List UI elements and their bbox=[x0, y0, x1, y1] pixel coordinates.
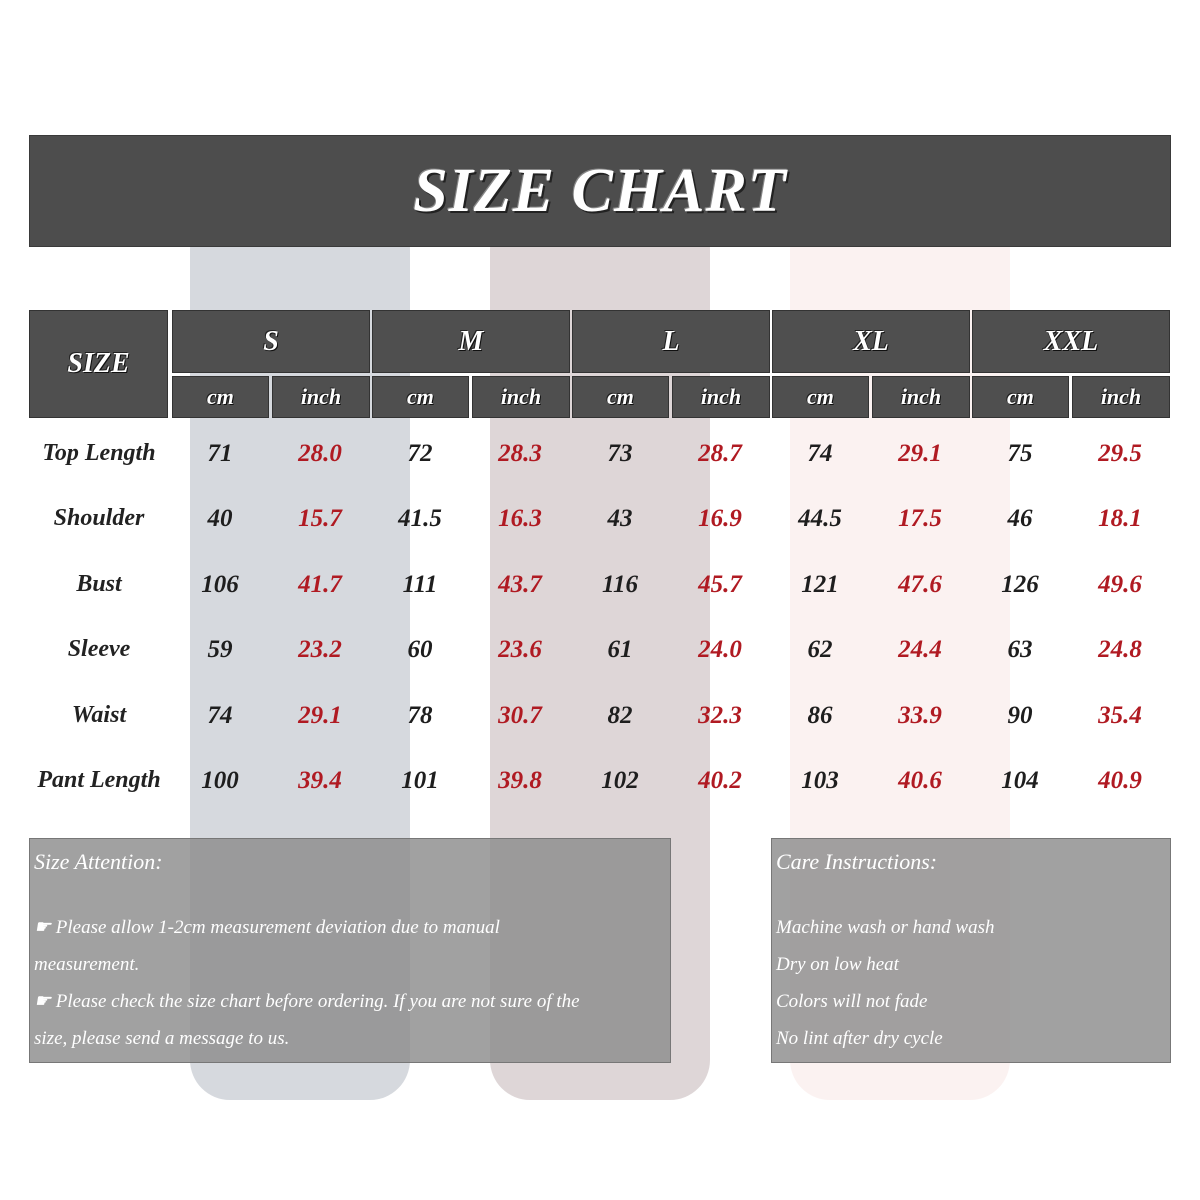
cm-value: 59 bbox=[207, 636, 233, 663]
cm-value: 90 bbox=[1007, 702, 1033, 729]
cm-value: 63 bbox=[1007, 636, 1033, 663]
cm-value: 126 bbox=[1001, 571, 1039, 598]
inch-value: 41.7 bbox=[298, 571, 342, 598]
size-attention-title: Size Attention: bbox=[34, 849, 163, 874]
cm-value: 102 bbox=[601, 767, 639, 794]
cm-value: 82 bbox=[607, 702, 633, 729]
care-instructions-box: Care Instructions: Machine wash or hand … bbox=[771, 838, 1171, 1063]
inch-value: 18.1 bbox=[1098, 505, 1142, 532]
inch-value: 28.3 bbox=[498, 440, 542, 467]
inch-value: 35.4 bbox=[1098, 702, 1142, 729]
cm-value: 40 bbox=[207, 505, 233, 532]
inch-value: 28.7 bbox=[698, 440, 742, 467]
row-label: Sleeve bbox=[67, 636, 131, 662]
cm-value: 41.5 bbox=[398, 505, 442, 532]
inch-value: 49.6 bbox=[1098, 571, 1142, 598]
cm-value: 60 bbox=[407, 636, 433, 663]
cm-value: 104 bbox=[1001, 767, 1039, 794]
inch-value: 28.0 bbox=[298, 440, 342, 467]
cm-value: 75 bbox=[1007, 440, 1033, 467]
inch-value: 29.1 bbox=[898, 440, 942, 467]
size-attention-line: ☛ Please allow 1-2cm measurement deviati… bbox=[34, 917, 500, 938]
unit-header-cm: cm bbox=[372, 376, 469, 418]
inch-value: 47.6 bbox=[898, 571, 942, 598]
size-column-header: S bbox=[172, 310, 370, 373]
unit-header-cm: cm bbox=[572, 376, 669, 418]
size-column-header: XL bbox=[772, 310, 970, 373]
inch-value: 16.3 bbox=[498, 505, 542, 532]
size-header-label: SIZE bbox=[67, 348, 130, 379]
inch-value: 24.4 bbox=[898, 636, 942, 663]
inch-value: 29.1 bbox=[298, 702, 342, 729]
unit-header-inch: inch bbox=[672, 376, 770, 418]
cm-value: 100 bbox=[201, 767, 239, 794]
cm-value: 116 bbox=[601, 571, 639, 598]
row-label: Shoulder bbox=[53, 505, 145, 531]
cm-value: 78 bbox=[407, 702, 433, 729]
title-banner: SIZE CHART bbox=[29, 135, 1171, 247]
cm-value: 46 bbox=[1007, 505, 1033, 532]
cm-value: 111 bbox=[402, 571, 438, 598]
inch-value: 39.4 bbox=[298, 767, 342, 794]
size-attention-line: size, please send a message to us. bbox=[34, 1028, 290, 1049]
inch-value: 40.2 bbox=[698, 767, 742, 794]
row-label: Waist bbox=[71, 702, 127, 728]
unit-header-cm: cm bbox=[972, 376, 1069, 418]
inch-value: 23.6 bbox=[498, 636, 542, 663]
inch-value: 30.7 bbox=[498, 702, 542, 729]
cm-value: 44.5 bbox=[798, 505, 842, 532]
inch-value: 33.9 bbox=[898, 702, 942, 729]
inch-value: 23.2 bbox=[298, 636, 342, 663]
cm-value: 43 bbox=[607, 505, 633, 532]
cm-value: 62 bbox=[807, 636, 833, 663]
cm-value: 106 bbox=[201, 571, 239, 598]
row-label: Pant Length bbox=[37, 767, 161, 793]
page-title: SIZE CHART bbox=[413, 156, 787, 225]
unit-header-cm: cm bbox=[772, 376, 869, 418]
inch-value: 29.5 bbox=[1098, 440, 1142, 467]
inch-value: 32.3 bbox=[698, 702, 742, 729]
cm-value: 101 bbox=[401, 767, 439, 794]
care-instruction-line: Colors will not fade bbox=[776, 991, 928, 1012]
inch-value: 15.7 bbox=[298, 505, 342, 532]
cm-value: 103 bbox=[801, 767, 839, 794]
inch-value: 40.6 bbox=[898, 767, 942, 794]
inch-value: 43.7 bbox=[498, 571, 542, 598]
size-attention-line: measurement. bbox=[34, 954, 140, 975]
care-instructions-title: Care Instructions: bbox=[776, 849, 938, 874]
cm-value: 86 bbox=[807, 702, 833, 729]
cm-value: 74 bbox=[807, 440, 833, 467]
cm-value: 121 bbox=[801, 571, 839, 598]
size-column-header: XXL bbox=[972, 310, 1170, 373]
size-column-header: L bbox=[572, 310, 770, 373]
inch-value: 17.5 bbox=[898, 505, 942, 532]
care-instruction-line: No lint after dry cycle bbox=[776, 1028, 943, 1049]
cm-value: 72 bbox=[407, 440, 433, 467]
inch-value: 24.0 bbox=[698, 636, 742, 663]
inch-value: 40.9 bbox=[1098, 767, 1142, 794]
row-label: Bust bbox=[76, 571, 122, 597]
unit-header-inch: inch bbox=[1072, 376, 1170, 418]
care-instruction-line: Machine wash or hand wash bbox=[776, 917, 995, 938]
size-attention-line: ☛ Please check the size chart before ord… bbox=[34, 991, 580, 1012]
unit-header-inch: inch bbox=[272, 376, 370, 418]
cm-value: 71 bbox=[207, 440, 233, 467]
care-instruction-line: Dry on low heat bbox=[776, 954, 899, 975]
inch-value: 39.8 bbox=[498, 767, 542, 794]
unit-header-inch: inch bbox=[472, 376, 570, 418]
cm-value: 61 bbox=[607, 636, 633, 663]
size-attention-box: Size Attention: ☛ Please allow 1-2cm mea… bbox=[29, 838, 671, 1063]
inch-value: 16.9 bbox=[698, 505, 742, 532]
unit-header-cm: cm bbox=[172, 376, 269, 418]
row-label: Top Length bbox=[42, 440, 156, 466]
unit-header-inch: inch bbox=[872, 376, 970, 418]
cm-value: 74 bbox=[207, 702, 233, 729]
size-column-header: M bbox=[372, 310, 570, 373]
cm-value: 73 bbox=[607, 440, 633, 467]
inch-value: 24.8 bbox=[1098, 636, 1142, 663]
size-header: SIZE bbox=[29, 310, 168, 418]
inch-value: 45.7 bbox=[698, 571, 742, 598]
